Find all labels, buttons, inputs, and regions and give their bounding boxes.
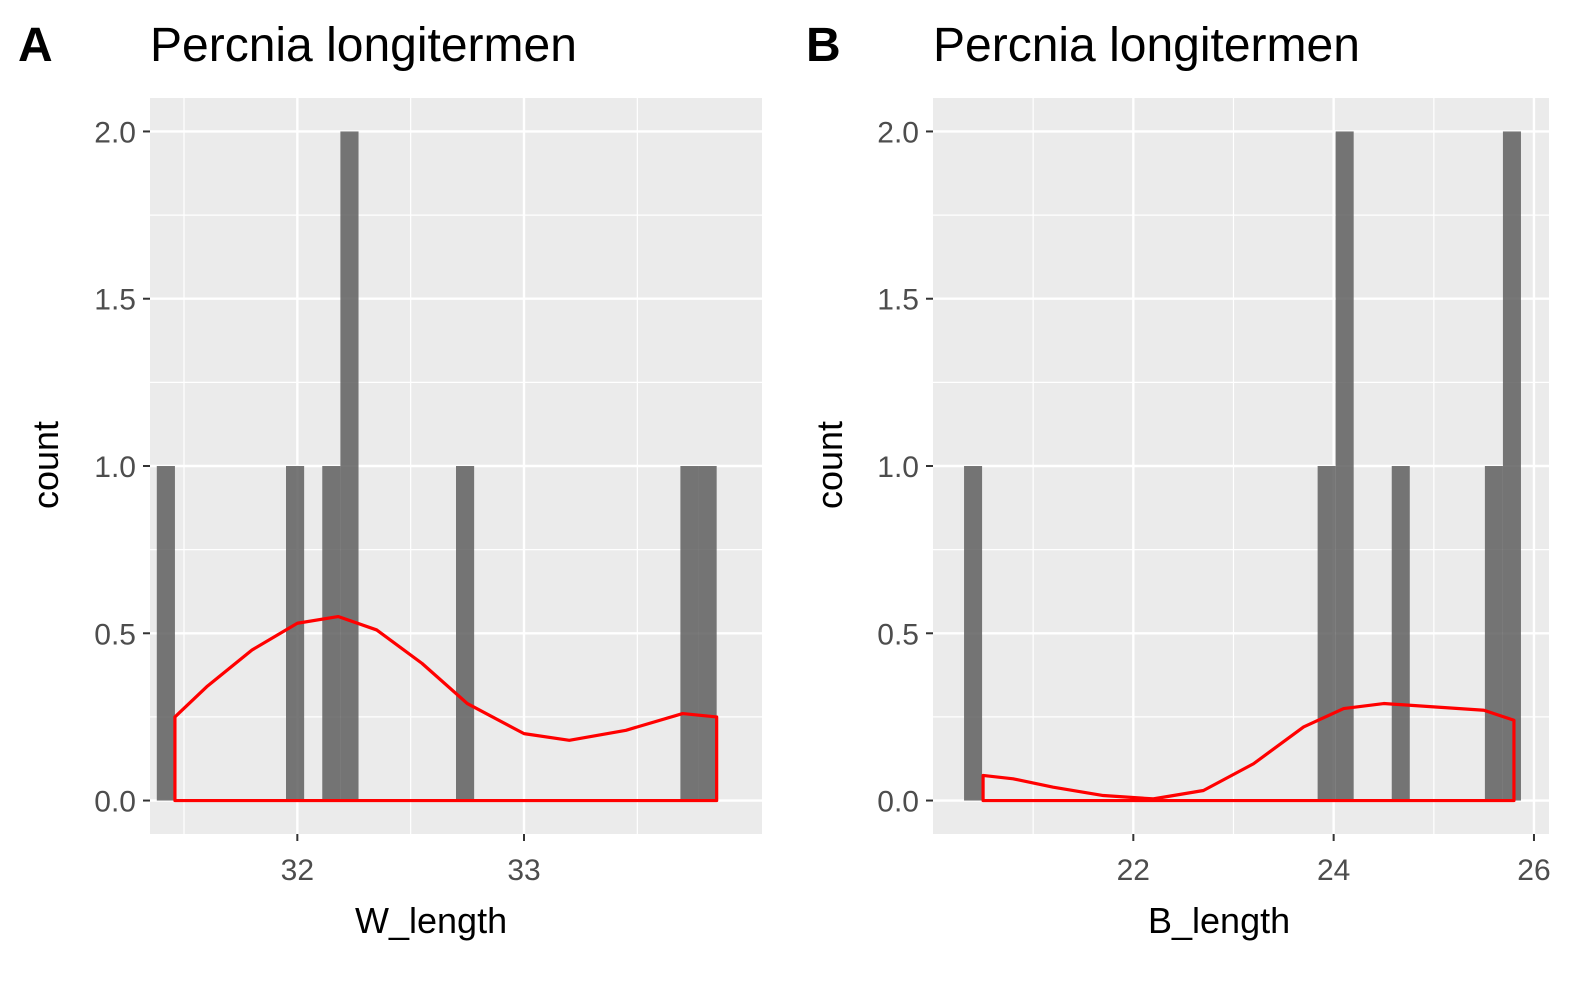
panel-a-xlabel: W_length (355, 900, 508, 941)
x-tick-label: 33 (507, 854, 540, 887)
panel-b-tag: B (806, 19, 841, 72)
histogram-bar (1391, 466, 1410, 801)
y-tick-label: 1.0 (94, 451, 136, 484)
histogram-bar (1502, 131, 1521, 801)
x-tick-label: 22 (1117, 854, 1150, 887)
y-tick-label: 1.5 (877, 284, 919, 317)
y-tick-label: 1.0 (877, 451, 919, 484)
plot-background (933, 98, 1549, 834)
y-tick-label: 0.0 (94, 786, 136, 819)
histogram-bar (1317, 466, 1336, 801)
panel-a-tag: A (18, 19, 53, 72)
y-tick-label: 0.5 (877, 618, 919, 651)
x-tick-label: 24 (1317, 854, 1350, 887)
histogram-bar (156, 466, 175, 801)
y-tick-label: 2.0 (94, 116, 136, 149)
histogram-bar (340, 131, 359, 801)
histogram-bar (322, 466, 341, 801)
histogram-bar (698, 466, 717, 801)
panel-a-title: Percnia longitermen (150, 19, 577, 72)
y-tick-label: 1.5 (94, 284, 136, 317)
panel-b-xlabel: B_length (1148, 900, 1291, 941)
panel-a: 0.0 0.5 1.0 1.5 2.0 32 33 (94, 98, 762, 887)
density-curve (981, 701, 1516, 803)
x-tick-label: 32 (281, 854, 314, 887)
panel-b-ylabel: count (809, 420, 850, 510)
panel-b-title: Percnia longitermen (933, 19, 1360, 72)
histogram-bar (286, 466, 305, 801)
density-curve (173, 614, 719, 803)
histogram-bar (964, 466, 983, 801)
panel-a-ylabel: count (25, 420, 66, 510)
panel-b: 0.0 0.5 1.0 1.5 2.0 22 24 26 (877, 98, 1551, 887)
y-tick-label: 2.0 (877, 116, 919, 149)
histogram-bar (680, 466, 699, 801)
histogram-bar (456, 466, 475, 801)
x-tick-label: 26 (1517, 854, 1550, 887)
plot-background (150, 98, 762, 834)
histogram-bar (1484, 466, 1503, 801)
y-tick-label: 0.5 (94, 618, 136, 651)
y-tick-label: 0.0 (877, 786, 919, 819)
histogram-bar (1335, 131, 1354, 801)
